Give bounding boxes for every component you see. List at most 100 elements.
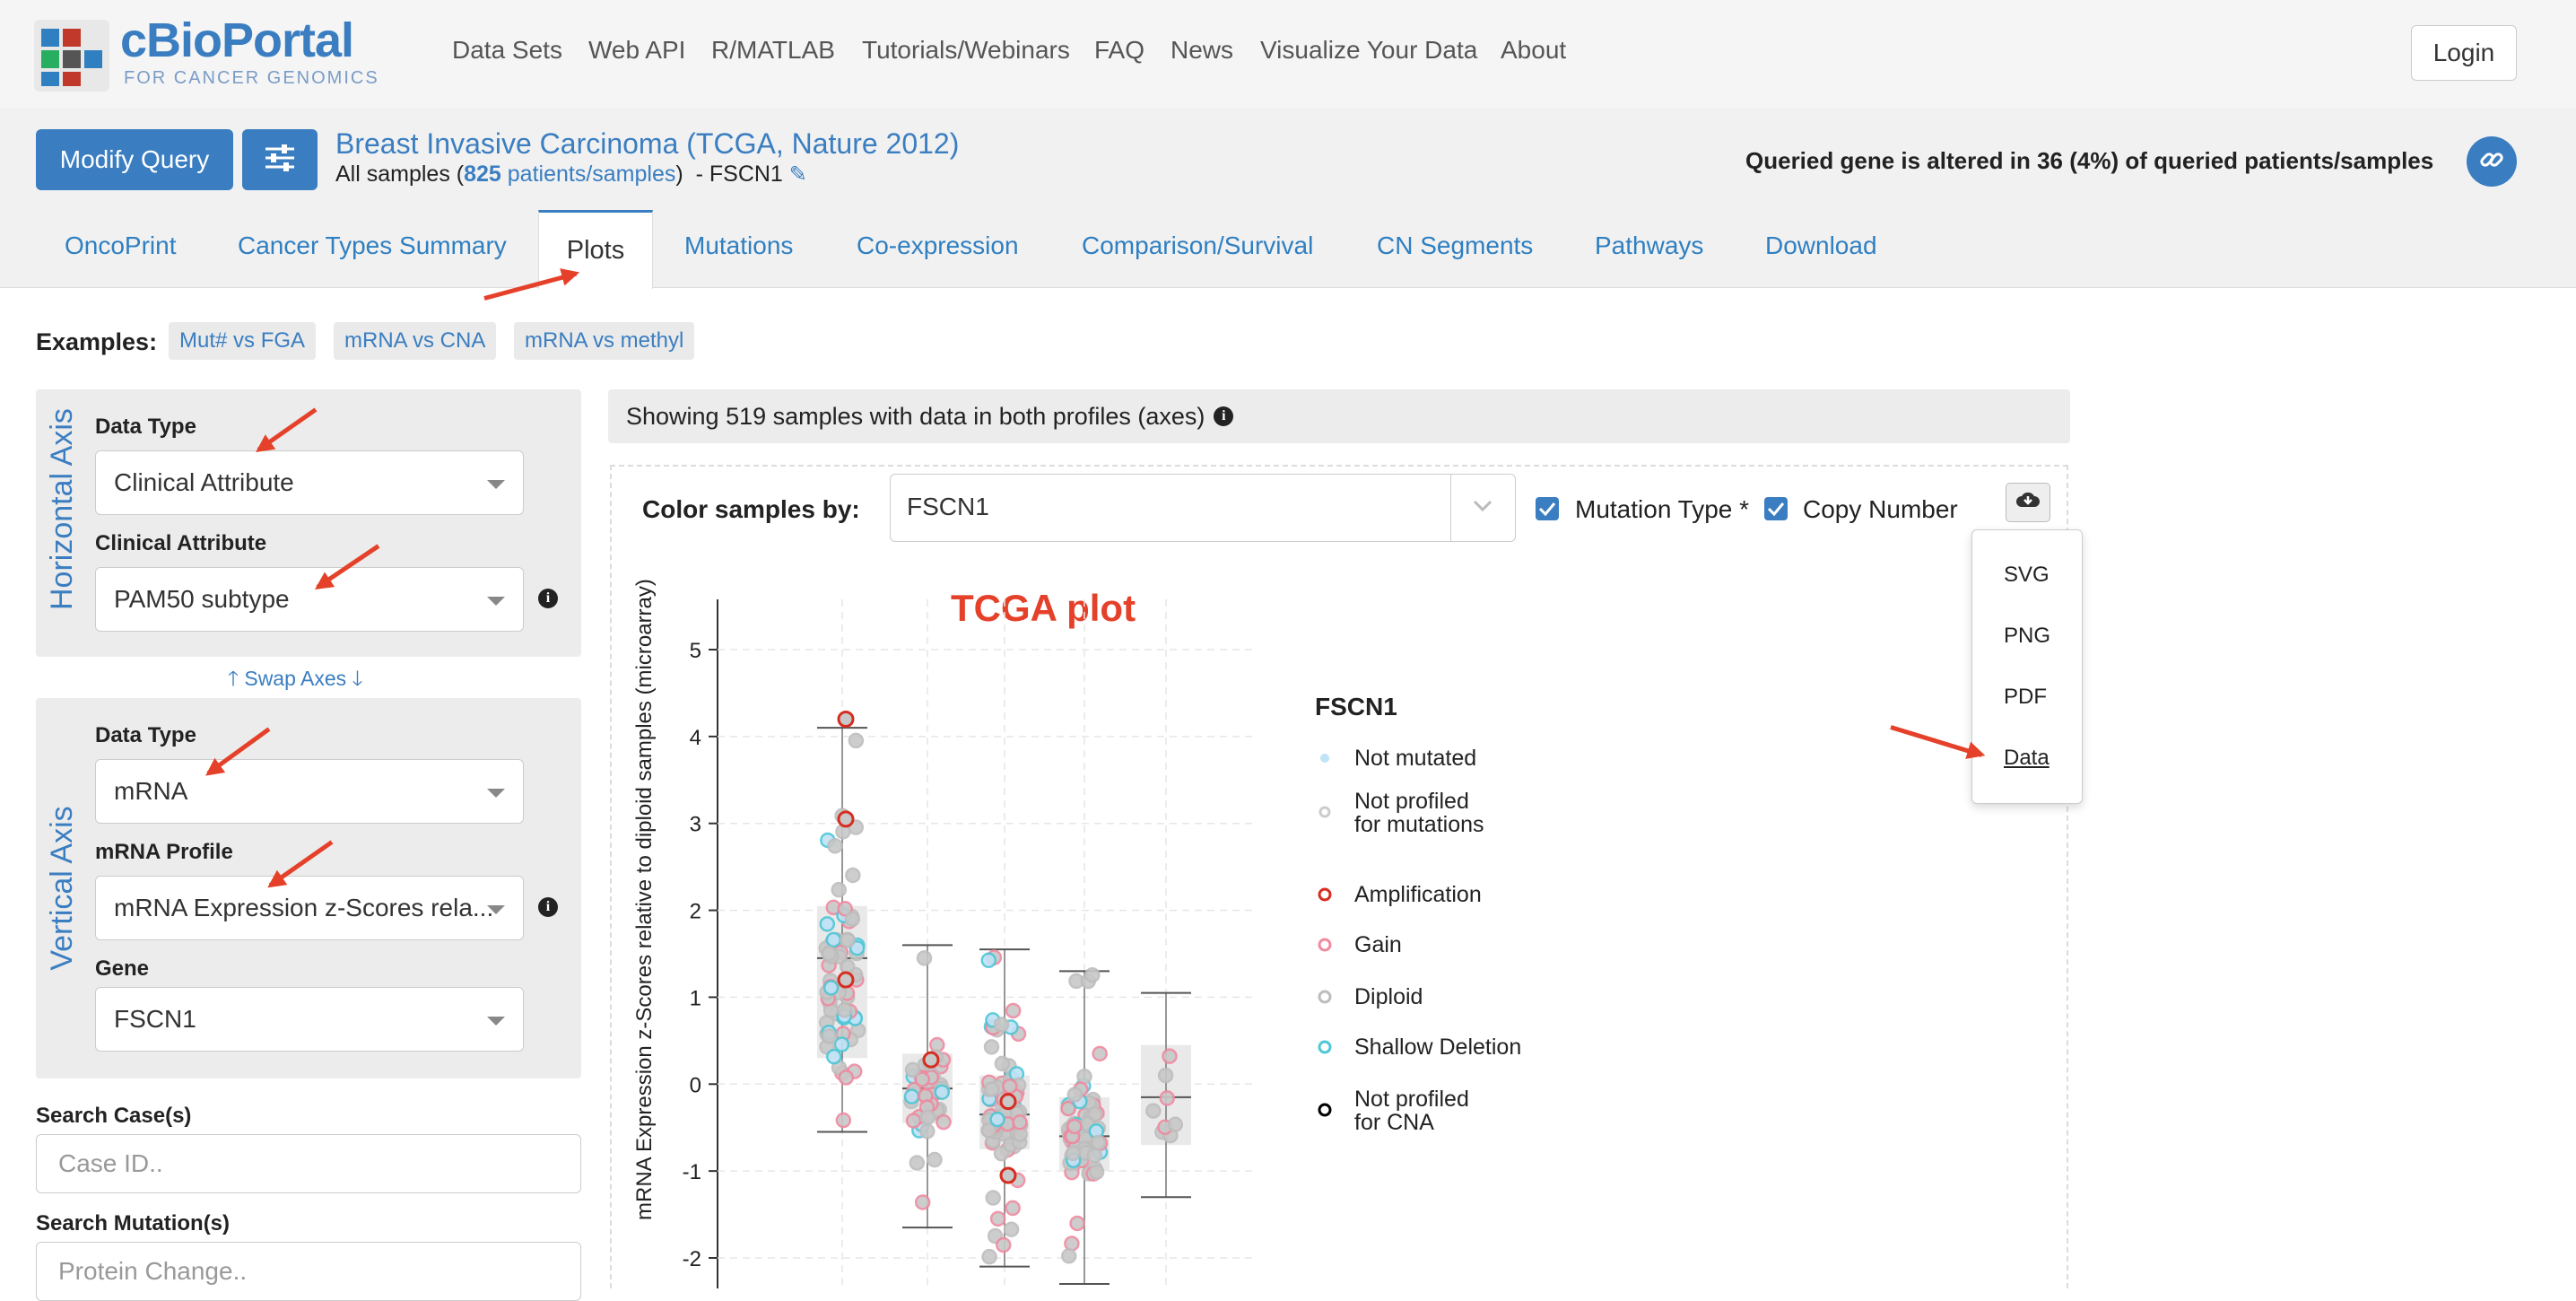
search-cases-label: Search Case(s): [36, 1104, 192, 1128]
info-icon[interactable]: i: [1214, 406, 1234, 426]
download-svg-option[interactable]: SVG: [2004, 563, 2049, 587]
amplification-point: [837, 710, 855, 728]
sample-point: [1145, 1103, 1162, 1119]
query-bar: Modify Query Breast Invasive Carcinoma (…: [0, 108, 2576, 287]
arrow-down-icon: 🡓: [352, 667, 363, 690]
link-icon: [2478, 146, 2505, 178]
download-button[interactable]: [2006, 483, 2050, 522]
legend-swatch-mark: [1318, 887, 1332, 902]
sample-point: [1162, 1048, 1178, 1064]
tab-cancer-types-summary[interactable]: Cancer Types Summary: [238, 231, 507, 259]
y-tick-label: -2: [683, 1247, 701, 1271]
tab-pathways[interactable]: Pathways: [1595, 231, 1704, 259]
sample-point: [989, 1210, 1006, 1227]
samples-link[interactable]: patients/samples: [507, 162, 676, 187]
cbioportal-logo[interactable]: [34, 20, 109, 92]
share-link-button[interactable]: [2467, 136, 2517, 187]
legend-item-not-mutated: Not mutated: [1315, 747, 1476, 770]
download-pdf-option[interactable]: PDF: [2004, 685, 2047, 709]
legend-swatch-mark: [1320, 754, 1329, 763]
sample-point: [927, 1151, 943, 1168]
nav-data-sets[interactable]: Data Sets: [452, 36, 562, 64]
examples-label: Examples:: [36, 328, 158, 355]
legend-item-shallow-deletion: Shallow Deletion: [1315, 1035, 1521, 1059]
v-gene-select[interactable]: FSCN1: [95, 987, 524, 1052]
v-data-type-value: mRNA: [114, 777, 188, 805]
example-mut-vs-fga[interactable]: Mut# vs FGA: [169, 322, 317, 360]
sample-point: [1060, 1100, 1076, 1117]
nav-tutorials-webinars[interactable]: Tutorials/Webinars: [862, 36, 1070, 64]
sample-point: [985, 1190, 1001, 1206]
sample-point: [1005, 1200, 1021, 1217]
sample-point: [983, 1039, 1000, 1055]
sample-point: [984, 1081, 1000, 1097]
sample-point: [1084, 966, 1101, 983]
download-png-option[interactable]: PNG: [2004, 624, 2051, 648]
h-data-type-select[interactable]: Clinical Attribute: [95, 450, 524, 515]
legend-item-diploid: Diploid: [1315, 985, 1423, 1008]
legend-swatch: [1320, 754, 1329, 763]
legend-label: Not profiled for mutations: [1354, 789, 1484, 837]
search-mutations-input[interactable]: Protein Change..: [36, 1242, 581, 1301]
nav-news[interactable]: News: [1171, 36, 1234, 64]
sample-point: [822, 980, 840, 996]
sample-point: [838, 1070, 855, 1086]
samples-info-bar: Showing 519 samples with data in both pr…: [608, 389, 2070, 443]
sample-point: [916, 950, 933, 966]
legend-label: Gain: [1354, 932, 1402, 957]
sample-point: [1069, 1215, 1085, 1232]
tab-oncoprint[interactable]: OncoPrint: [65, 231, 177, 259]
brand-tagline: FOR CANCER GENOMICS: [124, 68, 379, 88]
color-by-select[interactable]: FSCN1: [890, 474, 1516, 542]
settings-sliders-button[interactable]: [242, 129, 318, 190]
h-data-type-label: Data Type: [95, 415, 196, 439]
chevron-down-icon: [487, 480, 505, 489]
tab-download[interactable]: Download: [1765, 231, 1877, 259]
copy-number-label[interactable]: Copy Number: [1803, 495, 1958, 523]
tab-cn-segments[interactable]: CN Segments: [1377, 231, 1534, 259]
download-data-option[interactable]: Data: [2004, 746, 2049, 770]
nav-r-matlab[interactable]: R/MATLAB: [711, 36, 835, 64]
y-tick-label: -1: [683, 1160, 701, 1184]
swap-axes-button[interactable]: 🡑 Swap Axes 🡓: [228, 664, 363, 699]
y-axis-label: mRNA Expression z-Scores relative to dip…: [632, 579, 657, 1220]
nav-web-api[interactable]: Web API: [588, 36, 686, 64]
legend-item-not-profiled-cna: Not profiled for CNA: [1315, 1087, 1469, 1134]
example-mrna-vs-methyl[interactable]: mRNA vs methyl: [514, 322, 695, 360]
tab-plots[interactable]: Plots: [538, 210, 653, 289]
nav-faq[interactable]: FAQ: [1094, 36, 1145, 64]
info-icon[interactable]: i: [538, 589, 558, 608]
legend-swatch-mark: [1318, 1040, 1332, 1054]
sample-point: [1002, 1078, 1018, 1095]
example-mrna-vs-cna[interactable]: mRNA vs CNA: [334, 322, 497, 360]
color-by-label: Color samples by:: [642, 495, 860, 523]
swap-axes-label: Swap Axes: [244, 667, 347, 690]
sample-point: [994, 1055, 1011, 1072]
h-clinical-attribute-select[interactable]: PAM50 subtype: [95, 567, 524, 632]
download-menu: [1971, 529, 2083, 804]
pencil-icon[interactable]: ✎: [788, 162, 807, 187]
v-mrna-profile-select[interactable]: mRNA Expression z-Scores rela...: [95, 876, 524, 940]
study-title-link[interactable]: Breast Invasive Carcinoma (TCGA, Nature …: [335, 127, 960, 160]
mutation-type-checkbox[interactable]: [1536, 497, 1559, 520]
search-cases-input[interactable]: Case ID..: [36, 1134, 581, 1193]
select-divider: [1450, 475, 1451, 541]
brand-name[interactable]: cBioPortal: [120, 13, 354, 67]
mutation-type-label[interactable]: Mutation Type *: [1575, 495, 1750, 523]
sample-count[interactable]: 825: [464, 162, 501, 187]
nav-about[interactable]: About: [1501, 36, 1567, 64]
tab-co-expression[interactable]: Co-expression: [857, 231, 1019, 259]
tab-comparison-survival[interactable]: Comparison/Survival: [1082, 231, 1314, 259]
h-clinical-attribute-value: PAM50 subtype: [114, 585, 290, 613]
legend-label: Shallow Deletion: [1354, 1035, 1522, 1060]
sample-point: [840, 932, 856, 948]
copy-number-checkbox[interactable]: [1764, 497, 1788, 520]
sample-point: [826, 1048, 842, 1065]
modify-query-button[interactable]: Modify Query: [36, 129, 233, 190]
info-icon[interactable]: i: [538, 897, 558, 917]
v-data-type-select[interactable]: mRNA: [95, 759, 524, 824]
y-tick-label: 3: [690, 813, 701, 837]
login-button[interactable]: Login: [2411, 25, 2517, 81]
tab-mutations[interactable]: Mutations: [684, 231, 794, 259]
nav-visualize-your-data[interactable]: Visualize Your Data: [1260, 36, 1478, 64]
